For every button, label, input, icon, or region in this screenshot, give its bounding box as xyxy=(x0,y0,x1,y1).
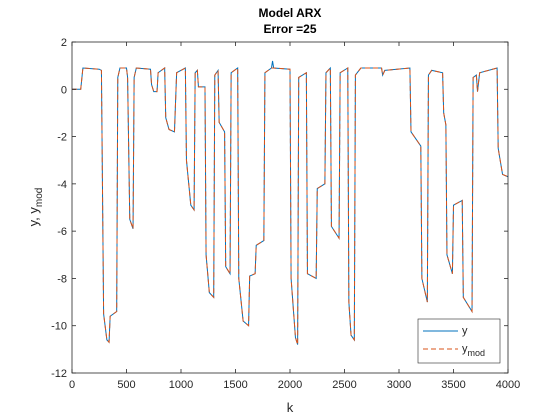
legend-box xyxy=(417,318,501,364)
y-axis-label-main: y, y xyxy=(26,207,41,227)
x-tick-label: 1000 xyxy=(169,379,193,391)
legend-label: ymod xyxy=(462,343,485,358)
y-tick-label: -10 xyxy=(51,321,67,333)
x-tick-label: 0 xyxy=(69,379,75,391)
x-tick-label: 3500 xyxy=(441,379,465,391)
legend-label-sub: mod xyxy=(468,348,486,358)
y-tick-label: -8 xyxy=(57,273,67,285)
y-tick-label: 0 xyxy=(61,84,67,96)
x-tick-label: 2000 xyxy=(278,379,302,391)
legend-label-main: y xyxy=(462,325,468,337)
series-line xyxy=(72,66,509,345)
y-tick-label: -2 xyxy=(57,132,67,144)
y-axis-label-sub: mod xyxy=(34,188,45,207)
x-tick-label: 4000 xyxy=(496,379,520,391)
x-tick-label: 3000 xyxy=(387,379,411,391)
y-tick-label: 2 xyxy=(61,37,67,49)
legend-label-main: y xyxy=(462,343,468,355)
y-tick-label: -6 xyxy=(57,226,67,238)
chart-subtitle: Error =25 xyxy=(263,22,316,36)
y-tick-label: -12 xyxy=(51,368,67,380)
chart-title: Model ARX xyxy=(259,6,322,20)
y-tick-label: -4 xyxy=(57,179,67,191)
x-axis-label: k xyxy=(287,400,294,415)
x-tick-label: 500 xyxy=(117,379,135,391)
y-axis-label: y, ymod xyxy=(26,188,45,227)
legend-label: y xyxy=(462,325,468,337)
x-tick-label: 2500 xyxy=(332,379,356,391)
x-tick-label: 1500 xyxy=(223,379,247,391)
